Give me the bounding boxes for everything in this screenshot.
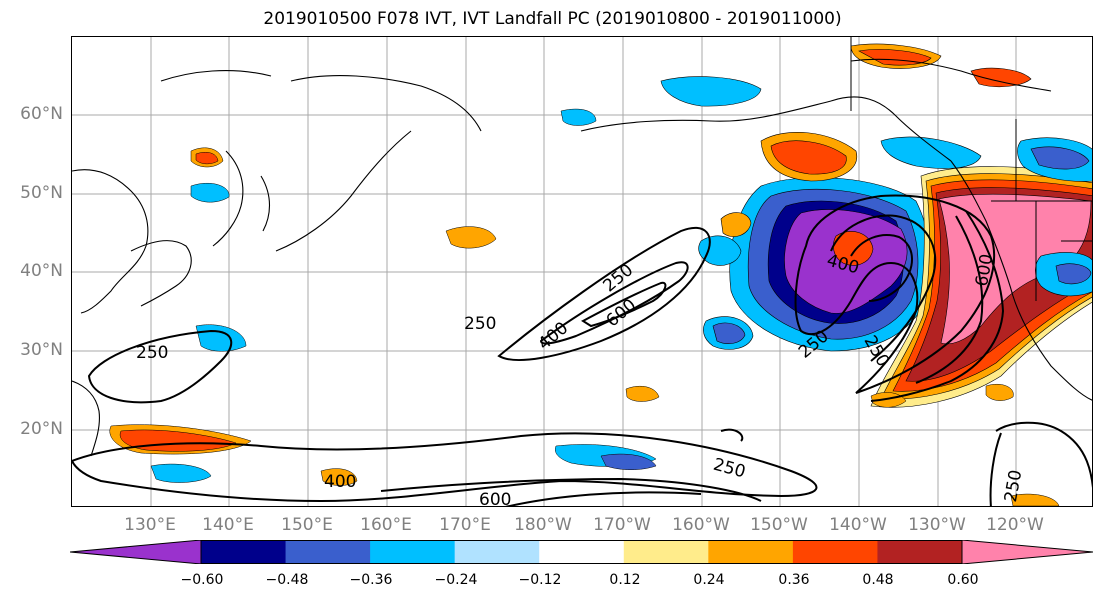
colorbar-tick-label: 0.24: [693, 572, 725, 588]
lat-label-60n: 60°N: [20, 104, 63, 124]
colorbar-segment: [877, 540, 963, 564]
map-title: 2019010500 F078 IVT, IVT Landfall PC (20…: [263, 9, 842, 29]
lon-label: 170°E: [439, 515, 491, 535]
colorbar-tick-label: −0.48: [265, 572, 309, 588]
colorbar-tick-label: −0.12: [518, 572, 562, 588]
lon-label: 140°W: [829, 515, 887, 535]
colorbar-segment: [708, 540, 794, 564]
lon-label: 150°E: [281, 515, 333, 535]
ivt-positive-ar: [660, 43, 1092, 408]
colorbar-segment: [201, 540, 287, 564]
lat-label-30n: 30°N: [20, 340, 63, 360]
colorbar-tick-label: 0.12: [609, 572, 641, 588]
lon-label: 120°W: [986, 515, 1044, 535]
colorbar-tick-label: −0.36: [349, 572, 393, 588]
contour-label: 250: [711, 455, 748, 483]
ivt-contours: [72, 194, 1092, 506]
contour-label: 600: [479, 490, 511, 507]
map-canvas: 250 250 400 600 250 400 250 250 600 400 …: [72, 37, 1092, 507]
lon-label: 130°E: [124, 515, 176, 535]
political-borders: [850, 37, 1092, 301]
colorbar-tick-label: 0.36: [778, 572, 810, 588]
colorbar-segment: [285, 540, 371, 564]
colorbar-segments: [70, 540, 1093, 564]
colorbar: [70, 540, 1093, 564]
colorbar-segment: [792, 540, 878, 564]
lon-label: 150°W: [750, 515, 808, 535]
lon-label: 160°E: [360, 515, 412, 535]
lon-label: 140°E: [202, 515, 254, 535]
colorbar-segment: [70, 540, 201, 564]
colorbar-tick-label: 0.60: [947, 572, 979, 588]
map-panel: 250 250 400 600 250 400 250 250 600 400 …: [71, 36, 1093, 507]
lon-label: 180°W: [514, 515, 572, 535]
lon-label: 170°W: [593, 515, 651, 535]
colorbar-segment: [539, 540, 625, 564]
ivt-negative-low: [698, 177, 932, 352]
colorbar-frame: [200, 540, 963, 564]
ivt-tropical-band: [109, 108, 1060, 506]
colorbar-segment: [962, 540, 1093, 564]
contour-label: 250: [464, 314, 496, 334]
colorbar-segment: [454, 540, 540, 564]
colorbar-segment: [370, 540, 456, 564]
colorbar-tick-label: −0.24: [434, 572, 478, 588]
lat-label-40n: 40°N: [20, 261, 63, 281]
lat-label-20n: 20°N: [20, 419, 63, 439]
colorbar-segment: [623, 540, 709, 564]
lon-label: 130°W: [908, 515, 966, 535]
coastlines: [72, 58, 1092, 457]
lat-label-50n: 50°N: [20, 183, 63, 203]
colorbar-tick-label: 0.48: [862, 572, 894, 588]
contour-label: 400: [324, 472, 356, 492]
lon-label: 160°W: [672, 515, 730, 535]
contour-label: 250: [600, 260, 638, 296]
contour-label: 250: [136, 343, 168, 363]
colorbar-tick-label: −0.60: [180, 572, 224, 588]
